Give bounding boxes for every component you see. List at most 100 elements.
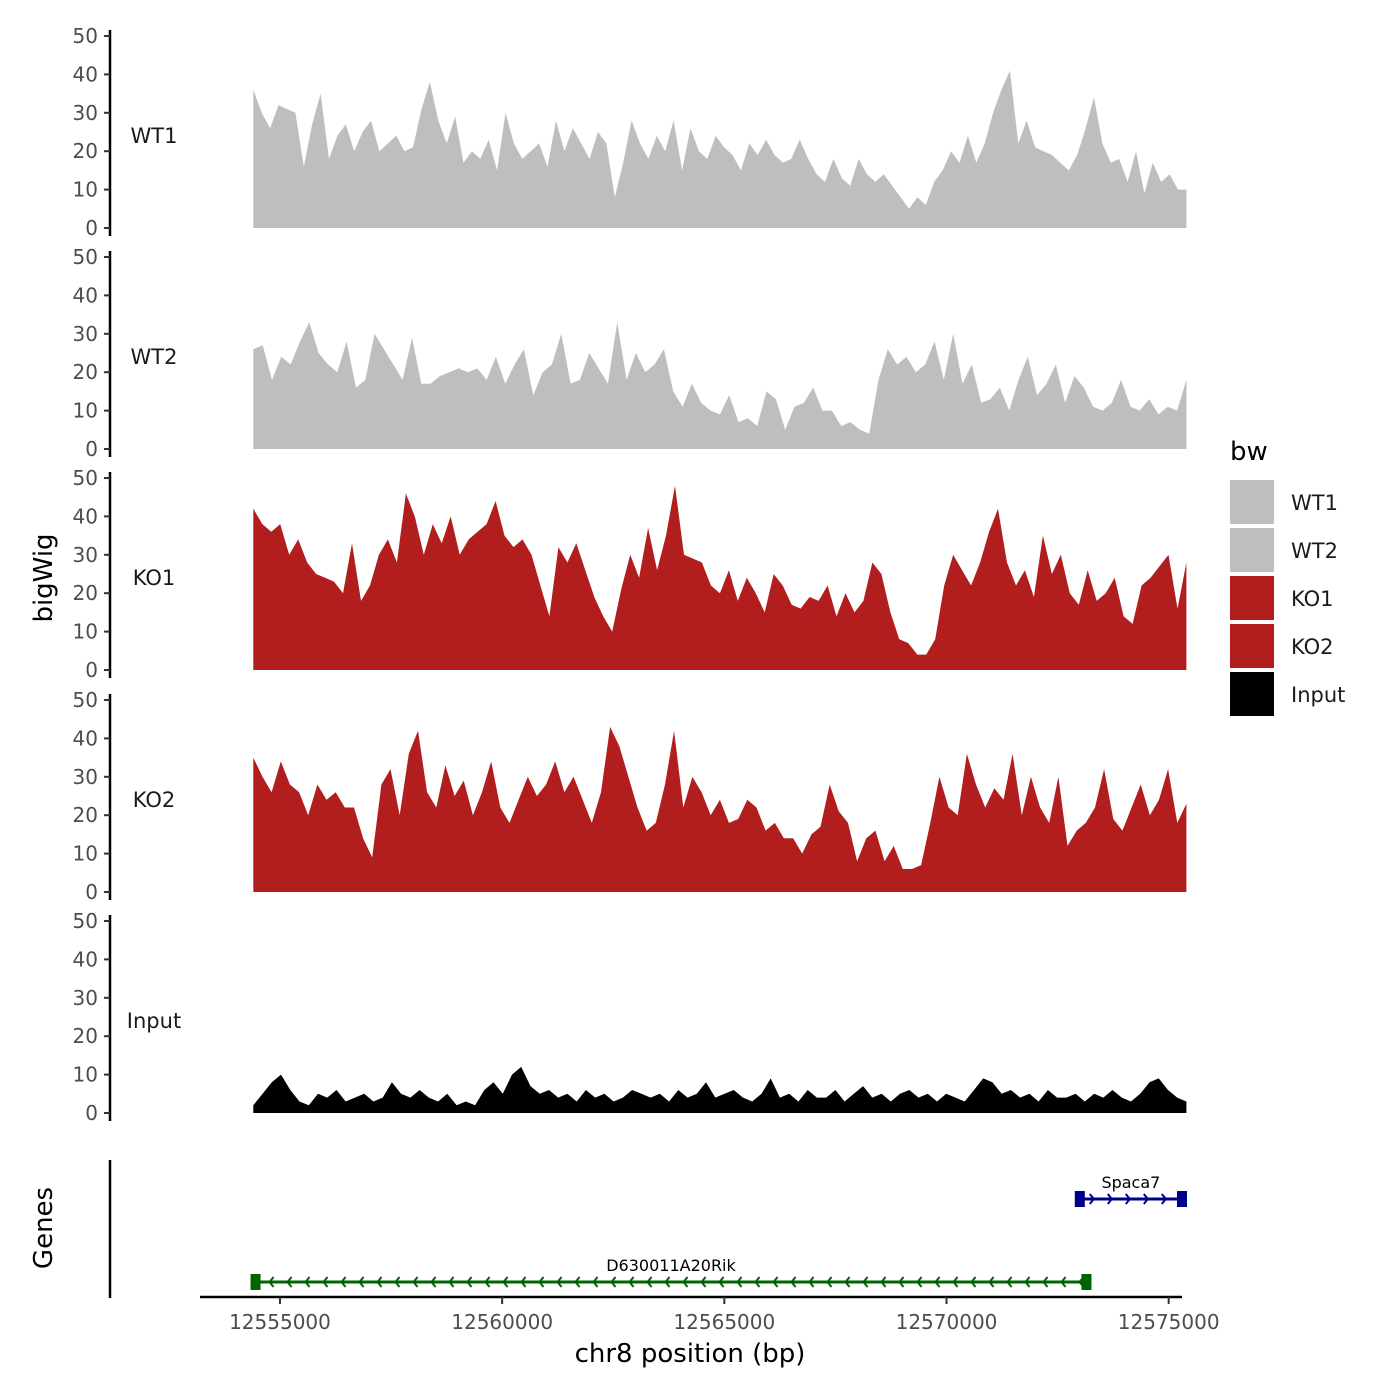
legend-title: bw: [1230, 437, 1268, 467]
y-tick-label: 30: [73, 765, 98, 789]
strand-arrow: [628, 1276, 635, 1288]
strand-arrow: [952, 1276, 959, 1288]
y-tick-label: 20: [73, 803, 98, 827]
x-tick-label: 12560000: [451, 1310, 553, 1334]
strand-arrow: [682, 1276, 689, 1288]
track-label-wt1: WT1: [131, 124, 178, 148]
strand-arrow: [286, 1276, 293, 1288]
strand-arrow: [1006, 1276, 1013, 1288]
strand-arrow: [520, 1276, 527, 1288]
strand-arrow: [1161, 1193, 1168, 1205]
y-tick-label: 30: [73, 101, 98, 125]
track-label-ko2: KO2: [133, 788, 176, 812]
y-tick-label: 10: [73, 620, 98, 644]
strand-arrow: [736, 1276, 743, 1288]
y-tick-label: 10: [73, 842, 98, 866]
strand-arrow: [700, 1276, 707, 1288]
strand-arrow: [988, 1276, 995, 1288]
legend-swatch: [1230, 624, 1274, 668]
y-tick-label: 30: [73, 322, 98, 346]
legend-swatch: [1230, 480, 1274, 524]
y-tick-label: 10: [73, 399, 98, 423]
exon-block: [1074, 1191, 1085, 1207]
strand-arrow: [754, 1276, 761, 1288]
genes-axis-title: Genes: [29, 1187, 59, 1269]
y-tick-label: 0: [85, 1101, 98, 1125]
coverage-area-ko2: [253, 726, 1187, 892]
y-tick-label: 50: [73, 24, 98, 48]
y-tick-label: 0: [85, 437, 98, 461]
legend-item-ko2: KO2: [1230, 624, 1334, 668]
y-tick-label: 40: [73, 283, 98, 307]
coverage-area-wt1: [253, 70, 1187, 228]
y-tick-label: 0: [85, 216, 98, 240]
strand-arrow: [826, 1276, 833, 1288]
strand-arrow: [718, 1276, 725, 1288]
strand-arrow: [538, 1276, 545, 1288]
gene-label: D630011A20Rik: [606, 1256, 736, 1275]
strand-arrow: [394, 1276, 401, 1288]
legend-item-wt2: WT2: [1230, 528, 1338, 572]
y-tick-label: 50: [73, 688, 98, 712]
gene-d630011a20rik: D630011A20Rik: [250, 1256, 1092, 1290]
y-tick-label: 20: [73, 139, 98, 163]
strand-arrow: [574, 1276, 581, 1288]
gene-spaca7: Spaca7: [1074, 1173, 1187, 1207]
strand-arrow: [1107, 1193, 1114, 1205]
strand-arrow: [268, 1276, 275, 1288]
y-tick-label: 40: [73, 947, 98, 971]
x-axis-title: chr8 position (bp): [575, 1339, 806, 1369]
legend-label: KO1: [1291, 587, 1334, 611]
strand-arrow: [610, 1276, 617, 1288]
strand-arrow: [1143, 1193, 1150, 1205]
strand-arrow: [1089, 1193, 1096, 1205]
strand-arrow: [664, 1276, 671, 1288]
coverage-tracks: 0 10 20 30 40 50 WT1 0 10 20 30 40 50 WT2 0 10 20 30 40 50 K…: [73, 24, 1187, 1125]
strand-arrow: [430, 1276, 437, 1288]
track-label-ko1: KO1: [133, 566, 176, 590]
y-tick-label: 10: [73, 178, 98, 202]
y-tick-label: 30: [73, 543, 98, 567]
strand-arrow: [934, 1276, 941, 1288]
strand-arrow: [862, 1276, 869, 1288]
track-label-wt2: WT2: [131, 345, 178, 369]
legend-label: KO2: [1291, 635, 1334, 659]
strand-arrow: [646, 1276, 653, 1288]
y-tick-label: 50: [73, 909, 98, 933]
y-tick-label: 40: [73, 726, 98, 750]
strand-arrow: [1078, 1276, 1085, 1288]
strand-arrow: [592, 1276, 599, 1288]
legend: bw WT1 WT2 KO1 KO2 Input: [1230, 437, 1345, 716]
strand-arrow: [502, 1276, 509, 1288]
track-input: 0 10 20 30 40 50 Input: [73, 909, 1187, 1125]
x-tick-label: 12570000: [896, 1310, 998, 1334]
legend-label: Input: [1291, 683, 1345, 707]
strand-arrow: [1024, 1276, 1031, 1288]
y-tick-label: 50: [73, 245, 98, 269]
gene-label: Spaca7: [1101, 1173, 1160, 1192]
track-wt2: 0 10 20 30 40 50 WT2: [73, 245, 1187, 461]
track-label-input: Input: [127, 1009, 181, 1033]
strand-arrow: [1042, 1276, 1049, 1288]
track-wt1: 0 10 20 30 40 50 WT1: [73, 24, 1187, 240]
y-tick-label: 40: [73, 62, 98, 86]
strand-arrow: [304, 1276, 311, 1288]
strand-arrow: [880, 1276, 887, 1288]
y-axis-title: bigWig: [29, 533, 59, 622]
x-axis: 12555000 12560000 12565000 12570000 12575000: [200, 1295, 1220, 1334]
y-tick-label: 50: [73, 466, 98, 490]
strand-arrow: [376, 1276, 383, 1288]
strand-arrow: [556, 1276, 563, 1288]
legend-label: WT1: [1291, 491, 1338, 515]
legend-swatch: [1230, 672, 1274, 716]
legend-item-wt1: WT1: [1230, 480, 1338, 524]
legend-item-ko1: KO1: [1230, 576, 1334, 620]
strand-arrow: [358, 1276, 365, 1288]
y-tick-label: 30: [73, 986, 98, 1010]
strand-arrow: [970, 1276, 977, 1288]
y-tick-label: 20: [73, 581, 98, 605]
strand-arrow: [1125, 1193, 1132, 1205]
legend-swatch: [1230, 528, 1274, 572]
strand-arrow: [898, 1276, 905, 1288]
legend-label: WT2: [1291, 539, 1338, 563]
